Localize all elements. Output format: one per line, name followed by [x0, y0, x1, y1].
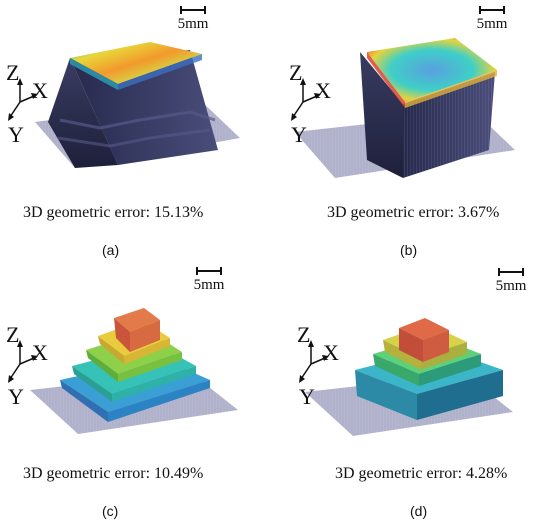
axis-label-z: Z — [6, 322, 20, 347]
axis-label-x: X — [32, 340, 48, 365]
scan-render-b — [295, 38, 515, 178]
scale-label: 5mm — [495, 278, 527, 294]
panel-tag-b: (b) — [400, 242, 418, 258]
axis-label-y: Y — [8, 122, 24, 147]
error-label-c: 3D geometric error: 10.49% — [23, 465, 204, 482]
scan-render-c — [30, 308, 238, 434]
axis-label-z: Z — [6, 60, 20, 85]
error-label-a: 3D geometric error: 15.13% — [23, 204, 204, 221]
axis-triad-d: Z X Y — [297, 324, 367, 414]
axis-triad-b: Z X Y — [289, 62, 359, 152]
scale-label: 5mm — [177, 16, 209, 32]
axis-label-x: X — [323, 340, 339, 365]
panel-tag-c: (c) — [102, 503, 119, 519]
axis-label-y: Y — [8, 384, 24, 409]
axis-label-x: X — [315, 78, 331, 103]
scan-render-a — [35, 42, 240, 168]
scale-bar-c: 5mm — [189, 267, 229, 293]
scale-bar-d: 5mm — [491, 268, 531, 294]
axis-triad-a: Z X Y — [6, 62, 76, 152]
panel-tag-a: (a) — [102, 242, 120, 258]
axis-label-x: X — [32, 78, 48, 103]
scale-bar-a: 5mm — [173, 6, 213, 32]
scan-render-d — [305, 318, 513, 436]
axis-label-z: Z — [297, 322, 311, 347]
axis-label-y: Y — [291, 122, 307, 147]
panel-tag-d: (d) — [410, 503, 428, 519]
panel-d: 5mm Z X Y 3D geometric error: 4.28% (d) — [275, 262, 550, 524]
scale-label: 5mm — [476, 16, 508, 32]
error-label-d: 3D geometric error: 4.28% — [335, 465, 508, 482]
axis-triad-c: Z X Y — [6, 324, 76, 414]
axis-label-z: Z — [289, 60, 303, 85]
scale-label: 5mm — [193, 277, 225, 293]
scale-bar-b: 5mm — [472, 6, 512, 32]
panel-a: 5mm Z X Y 3D geometric error: 15.13% (a) — [0, 0, 275, 262]
error-label-b: 3D geometric error: 3.67% — [327, 204, 500, 221]
panel-b: 5mm Z X Y 3D geometric error: 3.67% (b) — [275, 0, 550, 262]
axis-label-y: Y — [299, 384, 315, 409]
panel-c: 5mm Z X Y 3D geometric error: 10.49% (c) — [0, 262, 275, 524]
